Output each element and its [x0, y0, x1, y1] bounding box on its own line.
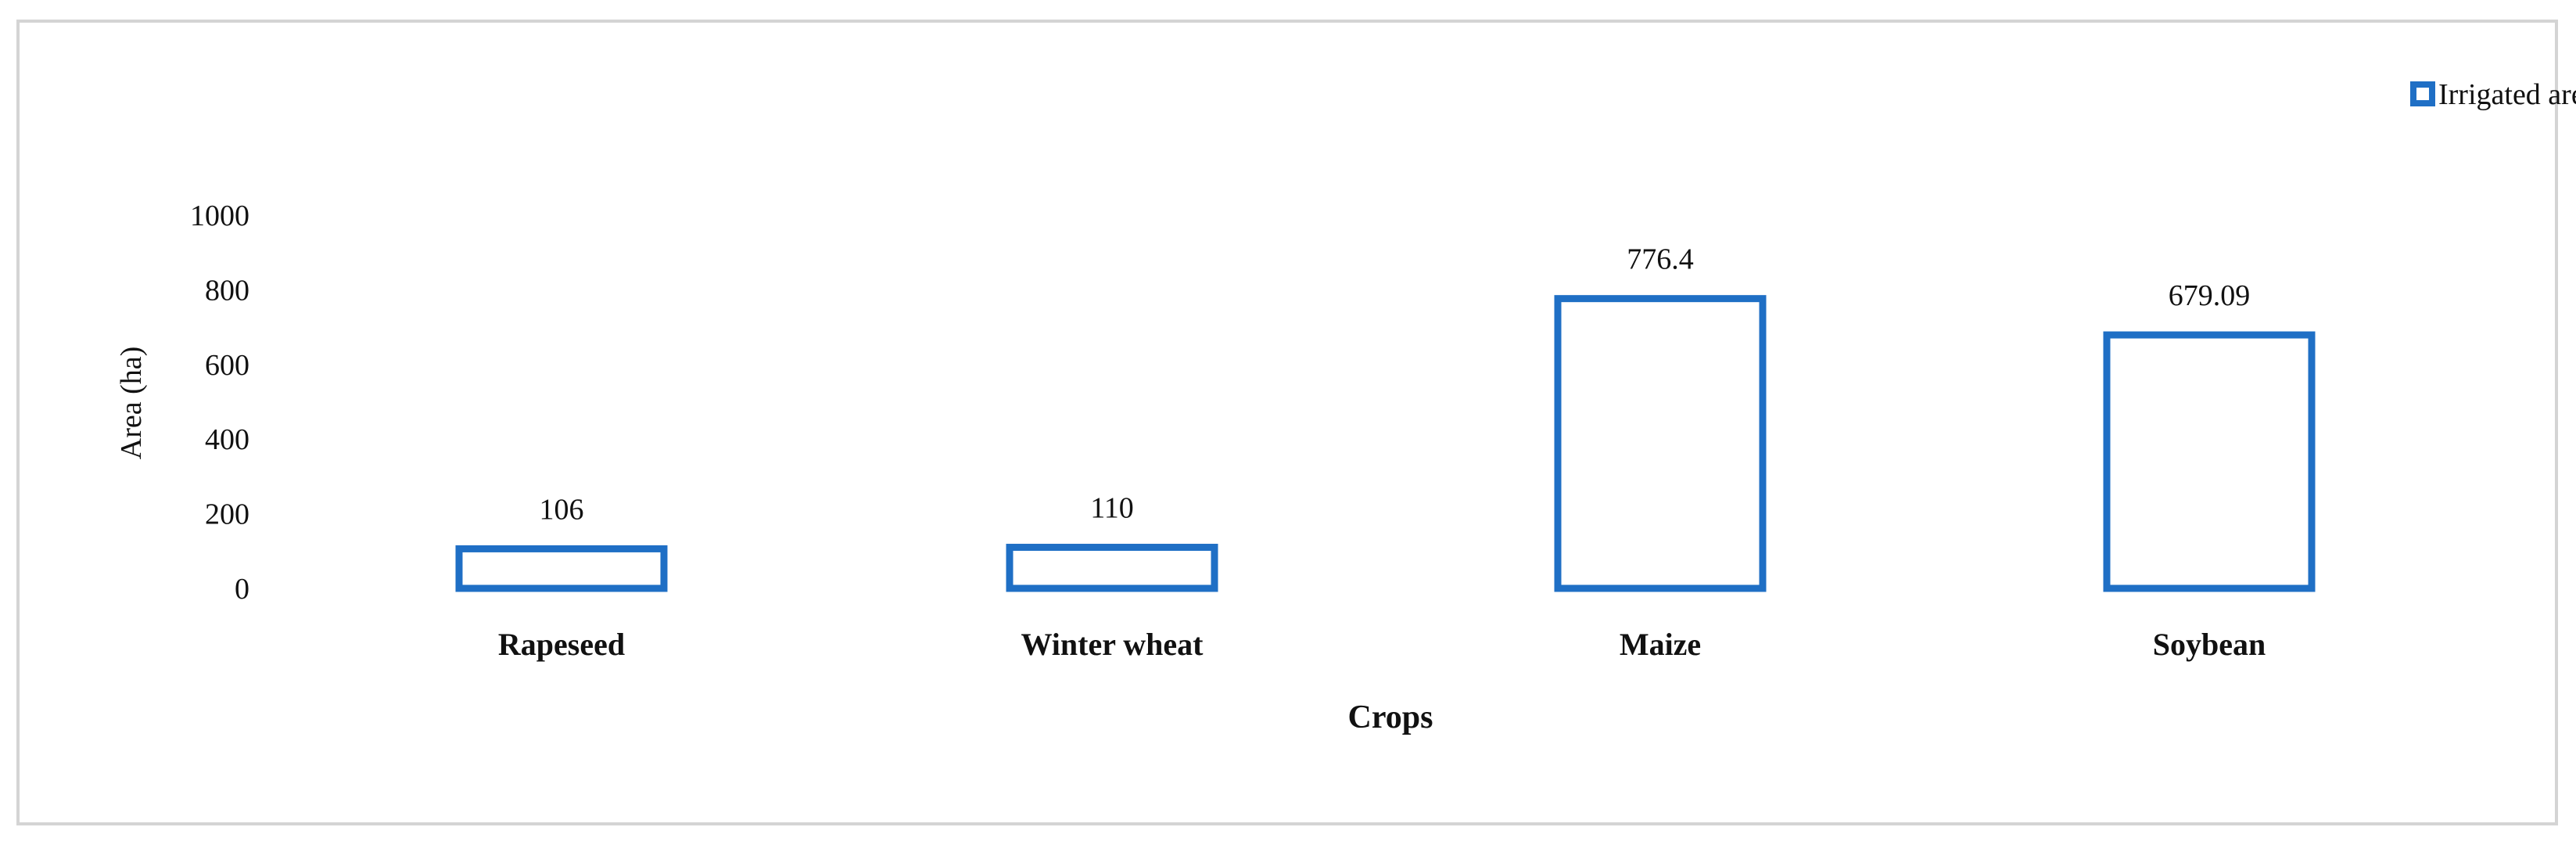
- bar: [1554, 295, 1767, 592]
- x-axis-ticks: Rapeseed Winter wheat Maize Soybean: [498, 627, 2266, 662]
- bars: [455, 295, 2316, 592]
- bar: [2103, 331, 2316, 592]
- y-tick-label: 400: [205, 423, 249, 456]
- data-label: 106: [540, 493, 584, 526]
- y-tick-label: 0: [235, 573, 249, 606]
- legend: Irrigated areas: [2410, 78, 2576, 111]
- x-axis-label: Crops: [1348, 699, 1433, 735]
- y-tick-label: 200: [205, 498, 249, 531]
- x-tick-label: Winter wheat: [1021, 627, 1204, 662]
- data-label: 110: [1090, 492, 1134, 525]
- x-tick-label: Maize: [1620, 627, 1701, 662]
- legend-label: Irrigated areas: [2438, 78, 2576, 111]
- bar: [455, 545, 668, 592]
- value-labels: 106 110 776.4 679.09: [540, 243, 2251, 527]
- y-axis-label: Area (ha): [115, 347, 148, 460]
- x-tick-label: Rapeseed: [498, 627, 625, 662]
- legend-swatch: [2410, 81, 2435, 106]
- y-tick-label: 800: [205, 274, 249, 307]
- y-axis-ticks: 0 200 400 600 800 1000: [190, 200, 249, 606]
- y-tick-label: 1000: [190, 200, 249, 232]
- data-label: 679.09: [2169, 279, 2251, 312]
- x-tick-label: Soybean: [2153, 627, 2266, 662]
- data-label: 776.4: [1627, 243, 1694, 276]
- y-tick-label: 600: [205, 349, 249, 382]
- chart-frame: [16, 20, 2558, 825]
- bar: [1006, 544, 1218, 592]
